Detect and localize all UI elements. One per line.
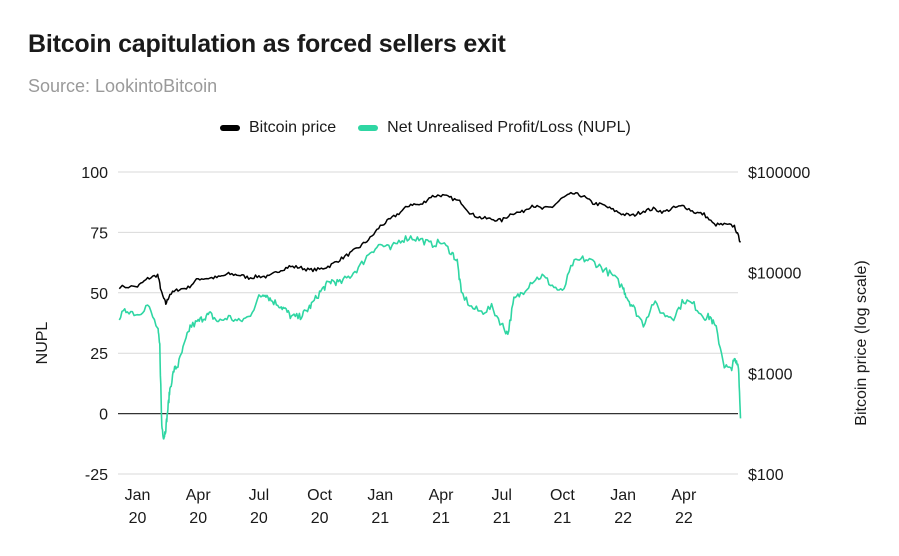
- y-left-tick-label: 100: [81, 165, 108, 182]
- x-tick-label-month: Apr: [671, 487, 697, 504]
- x-tick-label-year: 22: [675, 510, 693, 527]
- y-right-tick-label: $1000: [748, 366, 793, 383]
- series-line-bitcoin-price: [118, 191, 742, 306]
- x-tick-label-year: 21: [371, 510, 389, 527]
- y-left-tick-label: 25: [90, 346, 108, 363]
- tick-labels: 100 75 50 25 0 -25 $100000 $10000 $1000 $100 Jan 20…: [81, 165, 810, 527]
- y-axis-right-title: Bitcoin price (log scale): [853, 260, 870, 425]
- chart-title: Bitcoin capitulation as forced sellers e…: [28, 30, 506, 58]
- x-tick-label-month: Oct: [550, 487, 575, 504]
- y-right-tick-label: $10000: [748, 266, 801, 283]
- y-left-tick-label: -25: [85, 467, 108, 484]
- y-axis-left-title: NUPL: [34, 322, 51, 365]
- legend-swatch-nupl: [358, 125, 379, 131]
- x-tick-label-year: 21: [432, 510, 450, 527]
- legend: Bitcoin price Net Unrealised Profit/Loss…: [220, 119, 653, 137]
- legend-item-nupl: Net Unrealised Profit/Loss (NUPL): [358, 119, 631, 137]
- y-left-tick-label: 0: [99, 407, 108, 424]
- series-group: [118, 191, 742, 440]
- y-right-tick-label: $100000: [748, 165, 810, 182]
- legend-item-price: Bitcoin price: [220, 119, 336, 137]
- legend-label-nupl: Net Unrealised Profit/Loss (NUPL): [387, 119, 631, 136]
- chart-subtitle: Source: LookintoBitcoin: [28, 76, 218, 96]
- legend-label-price: Bitcoin price: [249, 119, 337, 136]
- x-tick-label-year: 22: [614, 510, 632, 527]
- legend-swatch-price: [220, 125, 240, 131]
- series-line-nupl: [118, 235, 742, 440]
- y-left-tick-label: 50: [90, 286, 108, 303]
- x-tick-label-year: 20: [311, 510, 329, 527]
- x-tick-label-month: Jan: [610, 487, 636, 504]
- x-tick-label-month: Apr: [186, 487, 212, 504]
- gridlines: [118, 171, 738, 475]
- x-tick-label-year: 21: [554, 510, 572, 527]
- x-tick-label-month: Jul: [492, 487, 512, 504]
- x-tick-label-month: Apr: [429, 487, 455, 504]
- x-tick-label-year: 20: [129, 510, 147, 527]
- x-tick-label-month: Jan: [367, 487, 393, 504]
- x-tick-label-year: 21: [493, 510, 511, 527]
- x-tick-label-year: 20: [250, 510, 268, 527]
- y-right-tick-label: $100: [748, 467, 784, 484]
- x-tick-label-year: 20: [189, 510, 207, 527]
- x-tick-label-month: Oct: [307, 487, 332, 504]
- x-tick-label-month: Jul: [249, 487, 269, 504]
- y-left-tick-label: 75: [90, 225, 108, 242]
- x-tick-label-month: Jan: [125, 487, 151, 504]
